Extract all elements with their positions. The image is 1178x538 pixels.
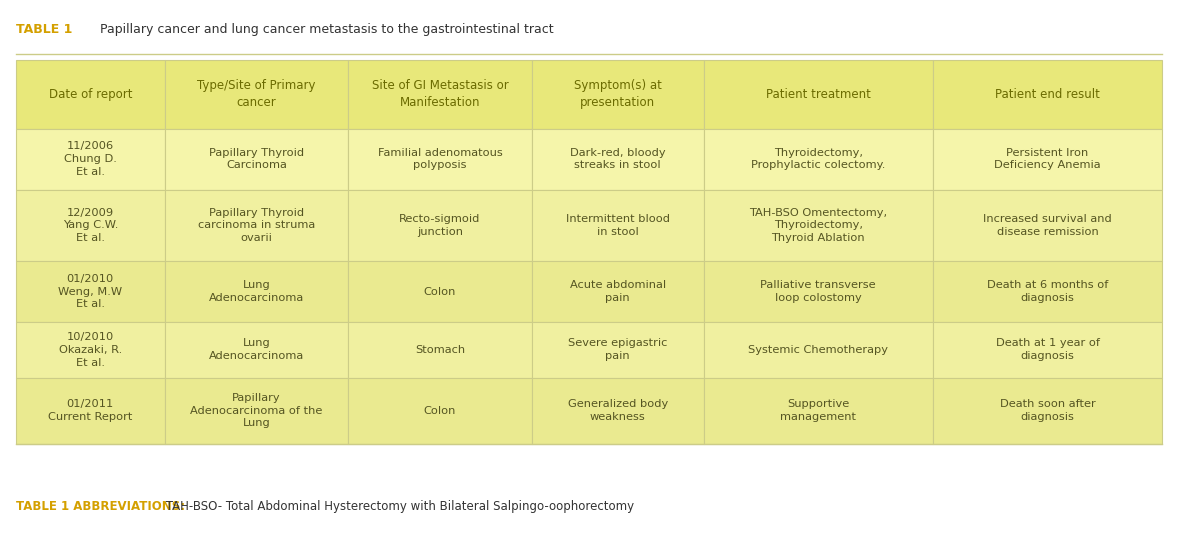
FancyBboxPatch shape	[531, 129, 703, 189]
FancyBboxPatch shape	[165, 189, 349, 261]
Text: Thyroidectomy,
Prophylactic colectomy.: Thyroidectomy, Prophylactic colectomy.	[752, 148, 886, 171]
FancyBboxPatch shape	[933, 322, 1163, 378]
FancyBboxPatch shape	[165, 261, 349, 322]
Text: Death soon after
diagnosis: Death soon after diagnosis	[1000, 399, 1096, 422]
Text: Symptom(s) at
presentation: Symptom(s) at presentation	[574, 79, 662, 109]
Text: Intermittent blood
in stool: Intermittent blood in stool	[565, 214, 669, 237]
Text: Death at 1 year of
diagnosis: Death at 1 year of diagnosis	[995, 338, 1099, 361]
Text: Supportive
management: Supportive management	[780, 399, 856, 422]
Text: TAH-BSO Omentectomy,
Thyroidectomy,
Thyroid Ablation: TAH-BSO Omentectomy, Thyroidectomy, Thyr…	[749, 208, 887, 243]
FancyBboxPatch shape	[703, 189, 933, 261]
FancyBboxPatch shape	[165, 378, 349, 444]
FancyBboxPatch shape	[703, 261, 933, 322]
FancyBboxPatch shape	[703, 60, 933, 129]
FancyBboxPatch shape	[703, 378, 933, 444]
FancyBboxPatch shape	[349, 322, 531, 378]
Text: 01/2010
Weng, M.W
Et al.: 01/2010 Weng, M.W Et al.	[58, 274, 123, 309]
Text: Death at 6 months of
diagnosis: Death at 6 months of diagnosis	[987, 280, 1108, 303]
FancyBboxPatch shape	[15, 129, 165, 189]
Text: Date of report: Date of report	[48, 88, 132, 101]
FancyBboxPatch shape	[531, 322, 703, 378]
FancyBboxPatch shape	[15, 378, 165, 444]
FancyBboxPatch shape	[531, 60, 703, 129]
FancyBboxPatch shape	[349, 129, 531, 189]
Text: TABLE 1: TABLE 1	[15, 23, 72, 36]
FancyBboxPatch shape	[349, 189, 531, 261]
Text: Papillary Thyroid
carcinoma in struma
ovarii: Papillary Thyroid carcinoma in struma ov…	[198, 208, 316, 243]
Text: Site of GI Metastasis or
Manifestation: Site of GI Metastasis or Manifestation	[371, 79, 509, 109]
Text: Papillary Thyroid
Carcinoma: Papillary Thyroid Carcinoma	[209, 148, 304, 171]
FancyBboxPatch shape	[349, 261, 531, 322]
FancyBboxPatch shape	[15, 60, 165, 129]
Text: Persistent Iron
Deficiency Anemia: Persistent Iron Deficiency Anemia	[994, 148, 1100, 171]
Text: Dark-red, bloody
streaks in stool: Dark-red, bloody streaks in stool	[570, 148, 666, 171]
Text: Colon: Colon	[424, 406, 456, 416]
FancyBboxPatch shape	[933, 129, 1163, 189]
Text: Papillary
Adenocarcinoma of the
Lung: Papillary Adenocarcinoma of the Lung	[191, 393, 323, 428]
FancyBboxPatch shape	[933, 378, 1163, 444]
Text: Stomach: Stomach	[415, 345, 465, 355]
Text: Increased survival and
disease remission: Increased survival and disease remission	[984, 214, 1112, 237]
FancyBboxPatch shape	[349, 60, 531, 129]
FancyBboxPatch shape	[165, 129, 349, 189]
FancyBboxPatch shape	[165, 322, 349, 378]
FancyBboxPatch shape	[531, 378, 703, 444]
FancyBboxPatch shape	[15, 261, 165, 322]
Text: Acute abdominal
pain: Acute abdominal pain	[570, 280, 666, 303]
FancyBboxPatch shape	[349, 378, 531, 444]
Text: Type/Site of Primary
cancer: Type/Site of Primary cancer	[198, 79, 316, 109]
FancyBboxPatch shape	[165, 60, 349, 129]
FancyBboxPatch shape	[703, 322, 933, 378]
Text: 11/2006
Chung D.
Et al.: 11/2006 Chung D. Et al.	[64, 141, 117, 177]
FancyBboxPatch shape	[933, 261, 1163, 322]
Text: Generalized body
weakness: Generalized body weakness	[568, 399, 668, 422]
Text: 10/2010
Okazaki, R.
Et al.: 10/2010 Okazaki, R. Et al.	[59, 332, 123, 367]
Text: 12/2009
Yang C.W.
Et al.: 12/2009 Yang C.W. Et al.	[62, 208, 118, 243]
Text: TAH-BSO- Total Abdominal Hysterectomy with Bilateral Salpingo-oophorectomy: TAH-BSO- Total Abdominal Hysterectomy wi…	[163, 500, 634, 513]
Text: Systemic Chemotherapy: Systemic Chemotherapy	[748, 345, 888, 355]
FancyBboxPatch shape	[703, 129, 933, 189]
FancyBboxPatch shape	[531, 189, 703, 261]
FancyBboxPatch shape	[15, 189, 165, 261]
Text: Lung
Adenocarcinoma: Lung Adenocarcinoma	[209, 338, 304, 361]
Text: TABLE 1 ABBREVIATIONS:: TABLE 1 ABBREVIATIONS:	[15, 500, 185, 513]
Text: Familial adenomatous
polyposis: Familial adenomatous polyposis	[378, 148, 502, 171]
FancyBboxPatch shape	[933, 60, 1163, 129]
Text: Patient end result: Patient end result	[995, 88, 1100, 101]
Text: Colon: Colon	[424, 287, 456, 296]
FancyBboxPatch shape	[933, 189, 1163, 261]
Text: 01/2011
Current Report: 01/2011 Current Report	[48, 399, 133, 422]
Text: Patient treatment: Patient treatment	[766, 88, 871, 101]
Text: Lung
Adenocarcinoma: Lung Adenocarcinoma	[209, 280, 304, 303]
Text: Palliative transverse
loop colostomy: Palliative transverse loop colostomy	[761, 280, 876, 303]
Text: Severe epigastric
pain: Severe epigastric pain	[568, 338, 668, 361]
FancyBboxPatch shape	[15, 322, 165, 378]
Text: Recto-sigmoid
junction: Recto-sigmoid junction	[399, 214, 481, 237]
FancyBboxPatch shape	[531, 261, 703, 322]
Text: Papillary cancer and lung cancer metastasis to the gastrointestinal tract: Papillary cancer and lung cancer metasta…	[92, 23, 554, 36]
